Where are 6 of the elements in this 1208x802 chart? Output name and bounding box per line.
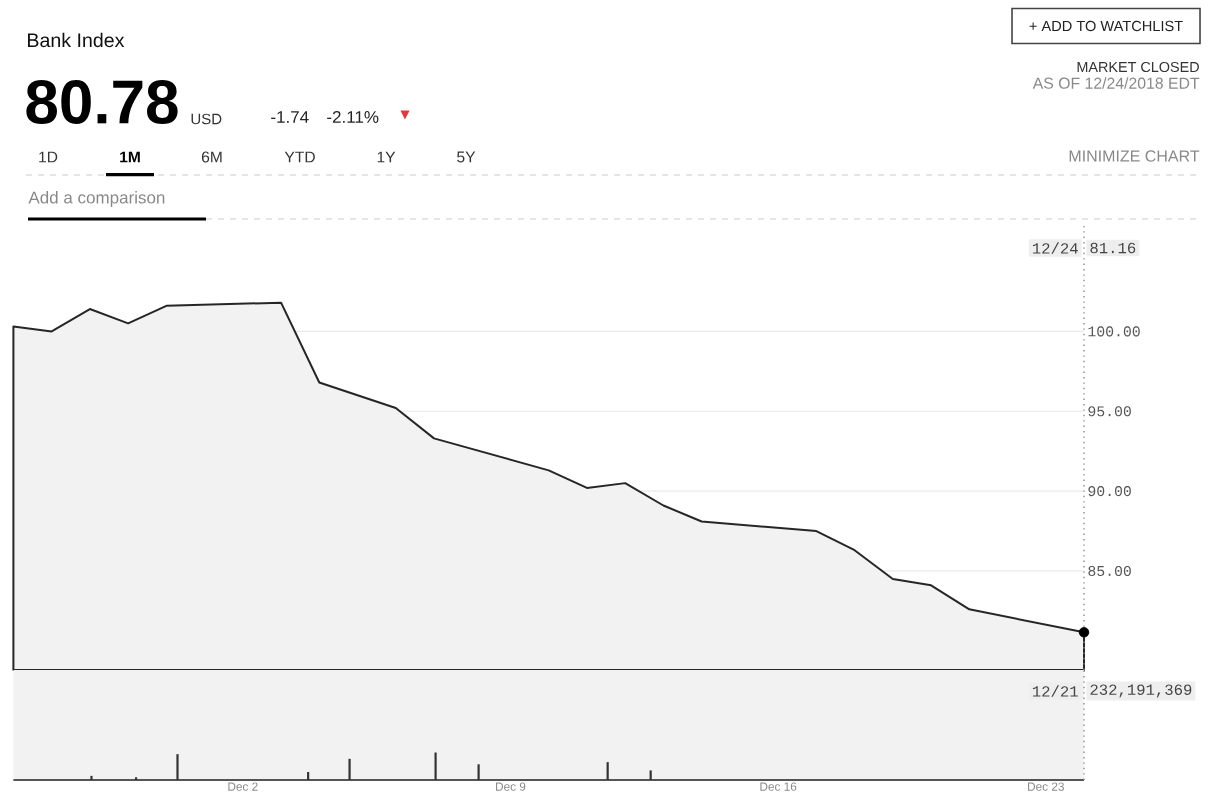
text: -2.11% bbox=[327, 111, 379, 123]
text: 80.78 bbox=[26, 80, 178, 124]
text: -1.74 bbox=[271, 111, 309, 123]
text: Add a comparison bbox=[28, 191, 165, 207]
chart-title: Bank Index bbox=[28, 32, 125, 48]
text: MINIMIZE CHART bbox=[1069, 150, 1200, 162]
